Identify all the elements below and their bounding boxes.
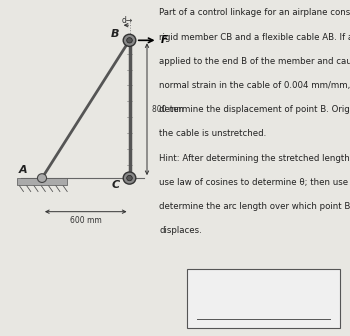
FancyBboxPatch shape — [187, 269, 340, 328]
Circle shape — [127, 175, 132, 181]
Text: Displacement of point B is:: Displacement of point B is: — [197, 295, 329, 305]
Text: determine the displacement of point B. Originally: determine the displacement of point B. O… — [159, 105, 350, 114]
Text: Hint: After determining the stretched length of AB,: Hint: After determining the stretched le… — [159, 154, 350, 163]
Text: rigid member CB and a flexible cable AB. If a force is: rigid member CB and a flexible cable AB.… — [159, 33, 350, 42]
Text: Part of a control linkage for an airplane consists of a: Part of a control linkage for an airplan… — [159, 8, 350, 17]
Text: A: A — [19, 165, 27, 175]
Text: applied to the end B of the member and causes a: applied to the end B of the member and c… — [159, 57, 350, 66]
Text: determine the arc length over which point B: determine the arc length over which poin… — [159, 202, 350, 211]
Text: displaces.: displaces. — [159, 226, 202, 235]
Text: B: B — [111, 29, 120, 39]
Text: F: F — [161, 35, 168, 45]
Circle shape — [123, 172, 136, 184]
Text: C: C — [112, 180, 120, 190]
Text: 600 mm: 600 mm — [70, 216, 101, 225]
Text: 800 mm: 800 mm — [152, 105, 184, 114]
Text: normal strain in the cable of 0.004 mm/mm,: normal strain in the cable of 0.004 mm/m… — [159, 81, 350, 90]
Text: the cable is unstretched.: the cable is unstretched. — [159, 129, 266, 138]
Circle shape — [123, 34, 136, 46]
Text: use law of cosines to determine θ; then use θ to: use law of cosines to determine θ; then … — [159, 178, 350, 187]
Polygon shape — [18, 178, 66, 185]
Text: d→: d→ — [122, 16, 133, 25]
Text: Answer (UNITS!!!!):: Answer (UNITS!!!!): — [197, 277, 292, 287]
Circle shape — [37, 174, 47, 182]
Circle shape — [127, 38, 132, 43]
